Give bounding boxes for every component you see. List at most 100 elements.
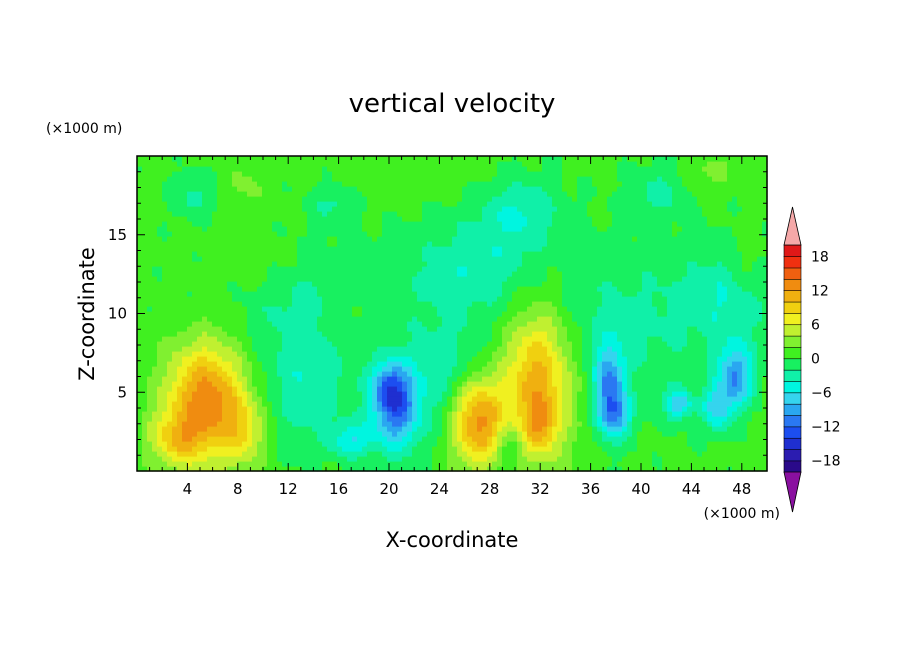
heatmap-cell [242, 356, 248, 362]
heatmap-cell [377, 286, 383, 292]
heatmap-cell [282, 301, 288, 307]
heatmap-cell [157, 166, 163, 172]
heatmap-cell [477, 171, 483, 177]
heatmap-cell [492, 276, 498, 282]
heatmap-cell [342, 371, 348, 377]
heatmap-cell [337, 421, 343, 427]
heatmap-cell [332, 321, 338, 327]
heatmap-cell [462, 251, 468, 257]
heatmap-cell [342, 316, 348, 322]
heatmap-cell [197, 386, 203, 392]
heatmap-cell [297, 181, 303, 187]
heatmap-cell [357, 216, 363, 222]
heatmap-cell [292, 186, 298, 192]
heatmap-cell [287, 341, 293, 347]
heatmap-cell [307, 341, 313, 347]
heatmap-cell [177, 386, 183, 392]
heatmap-cell [307, 231, 313, 237]
heatmap-cell [447, 376, 453, 382]
heatmap-cell [517, 166, 523, 172]
heatmap-cell [192, 246, 198, 252]
heatmap-cell [412, 186, 418, 192]
heatmap-cell [362, 431, 368, 437]
heatmap-cell [497, 256, 503, 262]
heatmap-cell [377, 321, 383, 327]
heatmap-cell [372, 386, 378, 392]
heatmap-cell [342, 241, 348, 247]
heatmap-cell [172, 396, 178, 402]
heatmap-cell [417, 451, 423, 457]
heatmap-cell [392, 196, 398, 202]
heatmap-cell [142, 246, 148, 252]
heatmap-cell [182, 261, 188, 267]
heatmap-cell [307, 371, 313, 377]
heatmap-cell [322, 366, 328, 372]
heatmap-cell [232, 406, 238, 412]
heatmap-cell [307, 461, 313, 467]
heatmap-cell [222, 456, 228, 462]
heatmap-cell [372, 331, 378, 337]
heatmap-cell [387, 351, 393, 357]
heatmap-cell [387, 206, 393, 212]
heatmap-cell [317, 356, 323, 362]
heatmap-cell [337, 291, 343, 297]
heatmap-cell [502, 191, 508, 197]
heatmap-cell [172, 306, 178, 312]
heatmap-cell [517, 216, 523, 222]
heatmap-cell [312, 371, 318, 377]
heatmap-cell [277, 266, 283, 272]
heatmap-cell [487, 361, 493, 367]
heatmap-cell [157, 231, 163, 237]
heatmap-cell [147, 376, 153, 382]
heatmap-cell [522, 416, 528, 422]
heatmap-cell [202, 421, 208, 427]
heatmap-cell [312, 216, 318, 222]
heatmap-cell [452, 331, 458, 337]
heatmap-cell [467, 461, 473, 467]
heatmap-cell [287, 416, 293, 422]
heatmap-cell [162, 446, 168, 452]
heatmap-cell [162, 221, 168, 227]
heatmap-cell [472, 461, 478, 467]
heatmap-cell [157, 306, 163, 312]
heatmap-cell [167, 231, 173, 237]
heatmap-cell [397, 431, 403, 437]
heatmap-cell [502, 356, 508, 362]
heatmap-cell [302, 446, 308, 452]
heatmap-cell [457, 406, 463, 412]
heatmap-cell [367, 371, 373, 377]
heatmap-cell [402, 156, 408, 162]
heatmap-cell [262, 161, 268, 167]
heatmap-cell [392, 351, 398, 357]
heatmap-cell [242, 186, 248, 192]
heatmap-cell [302, 181, 308, 187]
heatmap-cell [237, 191, 243, 197]
heatmap-cell [382, 426, 388, 432]
heatmap-cell [332, 291, 338, 297]
heatmap-cell [142, 376, 148, 382]
heatmap-cell [372, 251, 378, 257]
heatmap-cell [242, 336, 248, 342]
heatmap-cell [467, 401, 473, 407]
heatmap-cell [437, 216, 443, 222]
heatmap-cell [267, 351, 273, 357]
heatmap-cell [157, 311, 163, 317]
heatmap-cell [487, 436, 493, 442]
heatmap-cell [387, 381, 393, 387]
heatmap-cell [257, 181, 263, 187]
heatmap-cell [297, 321, 303, 327]
heatmap-cell [402, 181, 408, 187]
heatmap-cell [452, 446, 458, 452]
heatmap-cell [287, 466, 293, 472]
heatmap-cell [457, 251, 463, 257]
heatmap-cell [477, 456, 483, 462]
heatmap-cell [147, 356, 153, 362]
heatmap-cell [442, 416, 448, 422]
heatmap-cell [342, 356, 348, 362]
heatmap-cell [517, 206, 523, 212]
heatmap-cell [432, 456, 438, 462]
heatmap-cell [282, 441, 288, 447]
heatmap-cell [487, 416, 493, 422]
heatmap-cell [422, 321, 428, 327]
heatmap-cell [187, 451, 193, 457]
